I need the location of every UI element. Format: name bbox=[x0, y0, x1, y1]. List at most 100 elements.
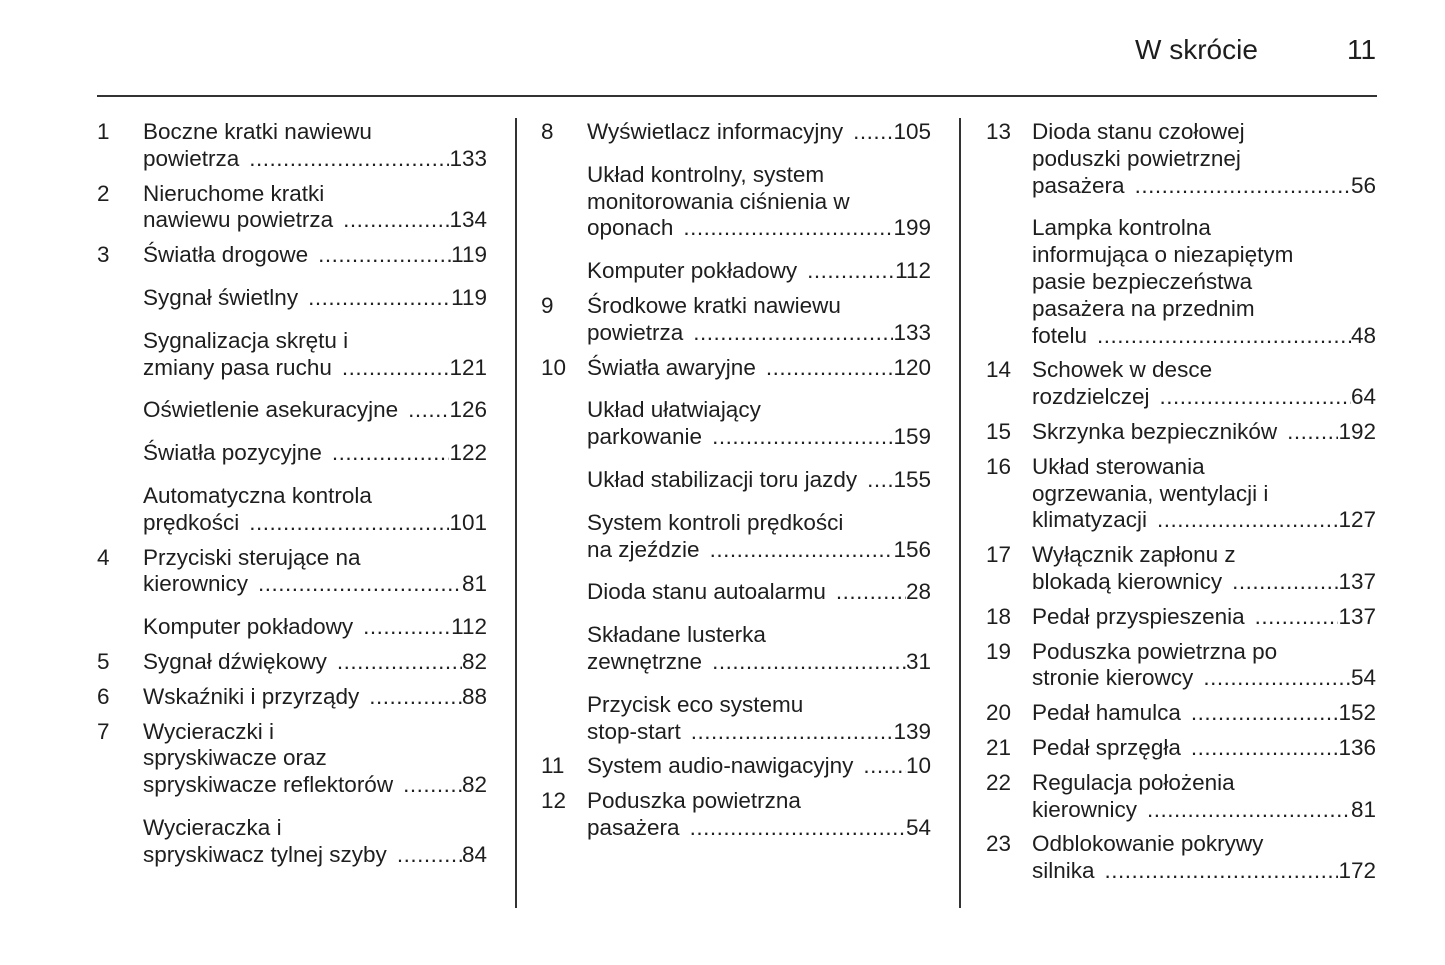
entry-number: 17 bbox=[986, 542, 1012, 568]
entry-text: Oświetlenie asekuracyjne bbox=[143, 397, 399, 423]
entry-text: poduszki powietrznej bbox=[1032, 145, 1241, 171]
page-reference: 133 bbox=[449, 145, 487, 171]
entry-last-line: powietrza 133 bbox=[143, 146, 487, 173]
toc-entry: 3 Światła drogowe 119 bbox=[97, 242, 487, 269]
page-reference: 137 bbox=[1338, 603, 1376, 629]
dot-leader bbox=[239, 146, 449, 173]
page-reference: 64 bbox=[1350, 384, 1376, 410]
page-reference: 81 bbox=[461, 571, 487, 597]
toc-entry: Oświetlenie asekuracyjne 126 bbox=[97, 397, 487, 424]
dot-leader bbox=[322, 440, 450, 467]
dot-leader bbox=[1150, 384, 1351, 411]
entry-last-line: Światła drogowe 119 bbox=[143, 242, 487, 269]
entry-text: Pedał hamulca bbox=[1032, 700, 1181, 726]
entry-text: zmiany pasa ruchu bbox=[143, 354, 332, 380]
dot-leader bbox=[700, 537, 894, 564]
dot-leader bbox=[393, 772, 462, 799]
entry-last-line: Oświetlenie asekuracyjne 126 bbox=[143, 397, 487, 424]
page-reference: 134 bbox=[449, 207, 487, 233]
entry-number: 1 bbox=[97, 119, 110, 144]
toc-entry: 5 Sygnał dźwiękowy 82 bbox=[97, 649, 487, 676]
toc-column-2: 8 Wyświetlacz informacyjny 105 Układ kontro… bbox=[541, 119, 931, 842]
entry-last-line: Komputer pokładowy 112 bbox=[143, 614, 487, 641]
entry-text: kierownicy bbox=[1032, 796, 1138, 822]
entry-number bbox=[541, 162, 587, 242]
entry-number bbox=[97, 483, 143, 537]
entry-text: Automatyczna kontrola bbox=[143, 482, 372, 508]
dot-leader bbox=[1137, 797, 1351, 824]
dot-leader bbox=[843, 119, 893, 146]
entry-text: oponach bbox=[587, 215, 674, 241]
entry-last-line: stop-start 139 bbox=[587, 719, 931, 746]
entry-number bbox=[986, 215, 1032, 349]
entry-text: pasażera bbox=[587, 814, 680, 840]
entry-last-line: Wskaźniki i przyrządy 88 bbox=[143, 684, 487, 711]
dot-leader bbox=[857, 467, 893, 494]
entry-text: na zjeździe bbox=[587, 536, 700, 562]
page-reference: 54 bbox=[1350, 665, 1376, 691]
dot-leader bbox=[332, 355, 450, 382]
dot-leader bbox=[1181, 735, 1339, 762]
entry-last-line: klimatyzacji 127 bbox=[1032, 507, 1376, 534]
entry-number: 8 bbox=[541, 119, 554, 144]
entry-number bbox=[541, 692, 587, 746]
page-reference: 133 bbox=[893, 319, 931, 345]
entry-text: Dioda stanu czołowej bbox=[1032, 119, 1245, 144]
dot-leader bbox=[248, 571, 462, 598]
entry-number: 7 bbox=[97, 718, 110, 744]
entry-last-line: System audio-nawigacyjny 10 bbox=[587, 753, 931, 780]
entry-last-line: Sygnał dźwiękowy 82 bbox=[143, 649, 487, 676]
entry-text: Sygnalizacja skrętu i bbox=[143, 327, 349, 353]
toc-entry: Światła pozycyjne 122 bbox=[97, 440, 487, 467]
entry-text: spryskiwacze oraz bbox=[143, 745, 327, 771]
page-reference: 88 bbox=[461, 683, 487, 709]
page-reference: 136 bbox=[1338, 734, 1376, 760]
entry-text: Schowek w desce bbox=[1032, 357, 1213, 383]
page-reference: 105 bbox=[893, 119, 931, 144]
toc-entry: 10 Światła awaryjne 120 bbox=[541, 355, 931, 382]
dot-leader bbox=[683, 320, 893, 347]
toc-entry: 21 Pedał sprzęgła 136 bbox=[986, 735, 1376, 762]
entry-text: rozdzielczej bbox=[1032, 384, 1150, 410]
page-reference: 199 bbox=[893, 215, 931, 241]
entry-text: Sygnał świetlny bbox=[143, 284, 299, 310]
toc-entry: 16 Układ sterowania ogrzewania, wentylacji… bbox=[986, 454, 1376, 534]
entry-last-line: spryskiwacz tylnej szyby 84 bbox=[143, 842, 487, 869]
dot-leader bbox=[359, 684, 462, 711]
toc-entry: Lampka kontrolna informująca o niezapięty… bbox=[986, 215, 1376, 349]
toc-entry: Dioda stanu autoalarmu 28 bbox=[541, 579, 931, 606]
entry-text: Wskaźniki i przyrządy bbox=[143, 683, 360, 709]
entry-number bbox=[97, 397, 143, 424]
page-number: 11 bbox=[1347, 34, 1377, 65]
entry-last-line: Światła pozycyjne 122 bbox=[143, 440, 487, 467]
page-reference: 156 bbox=[893, 536, 931, 562]
entry-number: 12 bbox=[541, 788, 567, 814]
entry-last-line: Skrzynka bezpieczników 192 bbox=[1032, 419, 1376, 446]
dot-leader bbox=[826, 579, 906, 606]
entry-number: 2 bbox=[97, 180, 110, 206]
entry-last-line: kierownicy 81 bbox=[143, 571, 487, 598]
dot-leader bbox=[680, 815, 906, 842]
entry-text: Układ stabilizacji toru jazdy bbox=[587, 466, 858, 492]
dot-leader bbox=[1245, 604, 1339, 631]
dot-leader bbox=[1095, 858, 1339, 885]
page-reference: 112 bbox=[451, 614, 487, 640]
entry-text: Wyświetlacz informacyjny bbox=[587, 119, 844, 144]
entry-text: Sygnał dźwiękowy bbox=[143, 648, 327, 674]
entry-text: Regulacja położenia bbox=[1032, 769, 1235, 795]
entry-text: zewnętrzne bbox=[587, 648, 703, 674]
page-reference: 126 bbox=[449, 397, 487, 423]
dot-leader bbox=[239, 510, 449, 537]
entry-number bbox=[97, 815, 143, 869]
entry-number bbox=[97, 614, 143, 641]
page-reference: 152 bbox=[1338, 700, 1376, 726]
entry-text: Światła awaryjne bbox=[587, 354, 756, 380]
entry-text: Układ kontrolny, system bbox=[587, 161, 825, 187]
